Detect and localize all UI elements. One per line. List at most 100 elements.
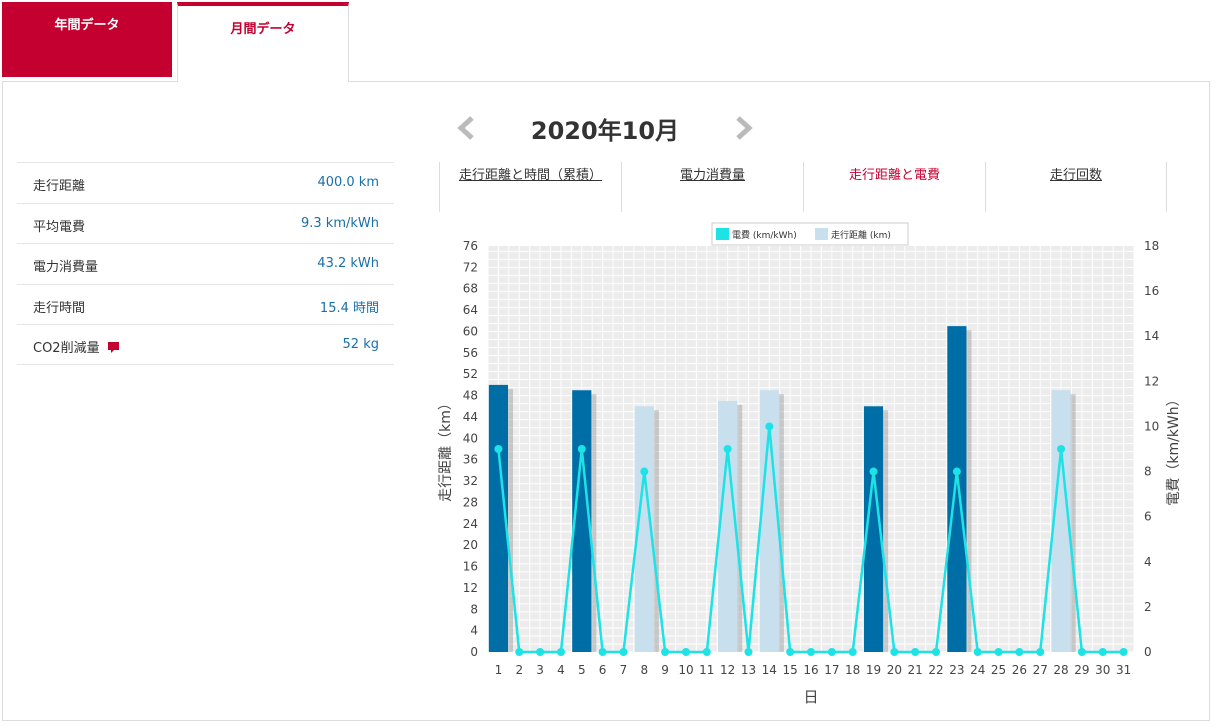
tab-drive-count[interactable]: 走行回数 [985, 162, 1167, 212]
tab-label: 走行回数 [1049, 168, 1102, 183]
chevron-right-icon[interactable] [733, 114, 755, 142]
efficiency-point [932, 648, 941, 656]
period-tabs: 年間データ 月間データ [0, 0, 1217, 82]
efficiency-point [598, 648, 607, 656]
efficiency-point [619, 648, 628, 656]
efficiency-point [1057, 445, 1066, 453]
efficiency-point [848, 648, 857, 656]
y-right-axis-title: 電費（km/kWh） [1166, 392, 1182, 505]
bar [488, 384, 509, 652]
efficiency-point [911, 648, 920, 656]
summary-row-co2: CO2削減量 52 kg [17, 324, 394, 365]
x-tick-label: 4 [557, 663, 565, 677]
x-tick-label: 10 [678, 663, 693, 677]
efficiency-point [577, 445, 586, 453]
efficiency-point [869, 467, 878, 476]
x-tick-label: 21 [908, 663, 923, 677]
efficiency-point [744, 648, 753, 656]
month-navigation: 2020年10月 [455, 108, 755, 148]
tab-power-consumption[interactable]: 電力消費量 [621, 162, 803, 212]
x-tick-label: 27 [1033, 663, 1048, 677]
x-tick-label: 16 [803, 663, 818, 677]
x-tick-label: 5 [578, 663, 586, 677]
tab-label: 走行距離と時間（累積） [458, 168, 602, 183]
summary-table: 走行距離 400.0 km 平均電費 9.3 km/kWh 電力消費量 43.2… [17, 162, 394, 365]
efficiency-point [515, 648, 524, 656]
y-tick-label: 36 [463, 453, 478, 467]
y-tick-label: 32 [463, 474, 478, 488]
y-right-tick-label: 12 [1144, 374, 1159, 388]
efficiency-point [681, 648, 690, 656]
y-tick-label: 40 [463, 431, 478, 445]
summary-value: 43.2 kWh [317, 256, 379, 271]
summary-row-efficiency: 平均電費 9.3 km/kWh [17, 202, 394, 244]
chevron-left-icon[interactable] [455, 114, 477, 142]
x-tick-label: 23 [949, 663, 964, 677]
bar [1051, 390, 1071, 652]
y-tick-label: 24 [463, 517, 478, 531]
summary-label: 走行時間 [33, 300, 86, 316]
y-tick-label: 48 [463, 389, 478, 403]
bar [634, 406, 654, 652]
efficiency-point [723, 445, 732, 453]
y-tick-label: 0 [470, 645, 478, 659]
tab-distance-efficiency[interactable]: 走行距離と電費 [803, 162, 985, 212]
y-tick-label: 28 [463, 495, 478, 509]
efficiency-point [807, 648, 815, 656]
x-tick-label: 13 [741, 663, 756, 677]
summary-value: 9.3 km/kWh [301, 215, 379, 231]
x-tick-label: 19 [866, 663, 881, 677]
bar [572, 390, 592, 652]
y-tick-label: 20 [463, 538, 478, 552]
summary-value: 400.0 km [317, 175, 379, 190]
x-tick-label: 28 [1053, 663, 1068, 677]
x-tick-label: 3 [536, 663, 544, 677]
y-tick-label: 12 [463, 581, 478, 595]
bar [947, 326, 967, 652]
summary-label: 電力消費量 [33, 260, 99, 275]
efficiency-point [890, 648, 899, 656]
efficiency-point [661, 648, 670, 656]
x-tick-label: 8 [640, 663, 648, 677]
x-tick-label: 26 [1012, 663, 1027, 677]
efficiency-point [494, 445, 503, 453]
efficiency-point [973, 648, 982, 656]
x-tick-label: 30 [1095, 663, 1110, 677]
y-tick-label: 8 [470, 602, 478, 616]
x-tick-label: 1 [495, 663, 503, 677]
y-right-tick-label: 8 [1144, 465, 1152, 479]
efficiency-point [786, 648, 795, 656]
legend-label-distance: 走行距離 (km) [831, 229, 891, 241]
efficiency-point [640, 467, 649, 476]
y-tick-label: 76 [463, 239, 478, 253]
summary-value: 15.4 時間 [319, 300, 379, 316]
x-tick-label: 22 [928, 663, 943, 677]
x-tick-label: 25 [991, 663, 1006, 677]
summary-value: 52 kg [342, 337, 379, 352]
y-right-tick-label: 10 [1144, 419, 1159, 433]
comment-icon[interactable] [107, 342, 119, 354]
x-tick-label: 31 [1116, 663, 1131, 677]
y-axis-title: 走行距離（km） [437, 396, 454, 502]
x-tick-label: 11 [699, 663, 714, 677]
y-right-tick-label: 2 [1144, 600, 1152, 614]
summary-row-drive-time: 走行時間 15.4 時間 [17, 283, 394, 325]
distance-efficiency-chart: 0481216202428323640444852566064687276024… [437, 222, 1182, 706]
tab-label: 走行距離と電費 [848, 168, 940, 183]
efficiency-point [1119, 648, 1128, 656]
tab-label: 電力消費量 [679, 168, 745, 183]
y-right-tick-label: 14 [1144, 329, 1159, 343]
y-tick-label: 4 [470, 624, 478, 638]
legend-box [711, 222, 909, 246]
y-right-tick-label: 18 [1144, 239, 1159, 253]
tab-distance-time-cumulative[interactable]: 走行距離と時間（累積） [439, 162, 621, 212]
efficiency-point [556, 648, 565, 656]
y-tick-label: 72 [463, 260, 478, 274]
x-tick-label: 6 [599, 663, 607, 677]
tab-monthly-data[interactable]: 月間データ [177, 2, 349, 82]
y-tick-label: 52 [463, 367, 478, 381]
x-tick-label: 15 [783, 663, 798, 677]
co2-label-text: CO2削減量 [33, 341, 100, 356]
month-title: 2020年10月 [530, 117, 680, 145]
tab-yearly-data[interactable]: 年間データ [2, 2, 172, 77]
